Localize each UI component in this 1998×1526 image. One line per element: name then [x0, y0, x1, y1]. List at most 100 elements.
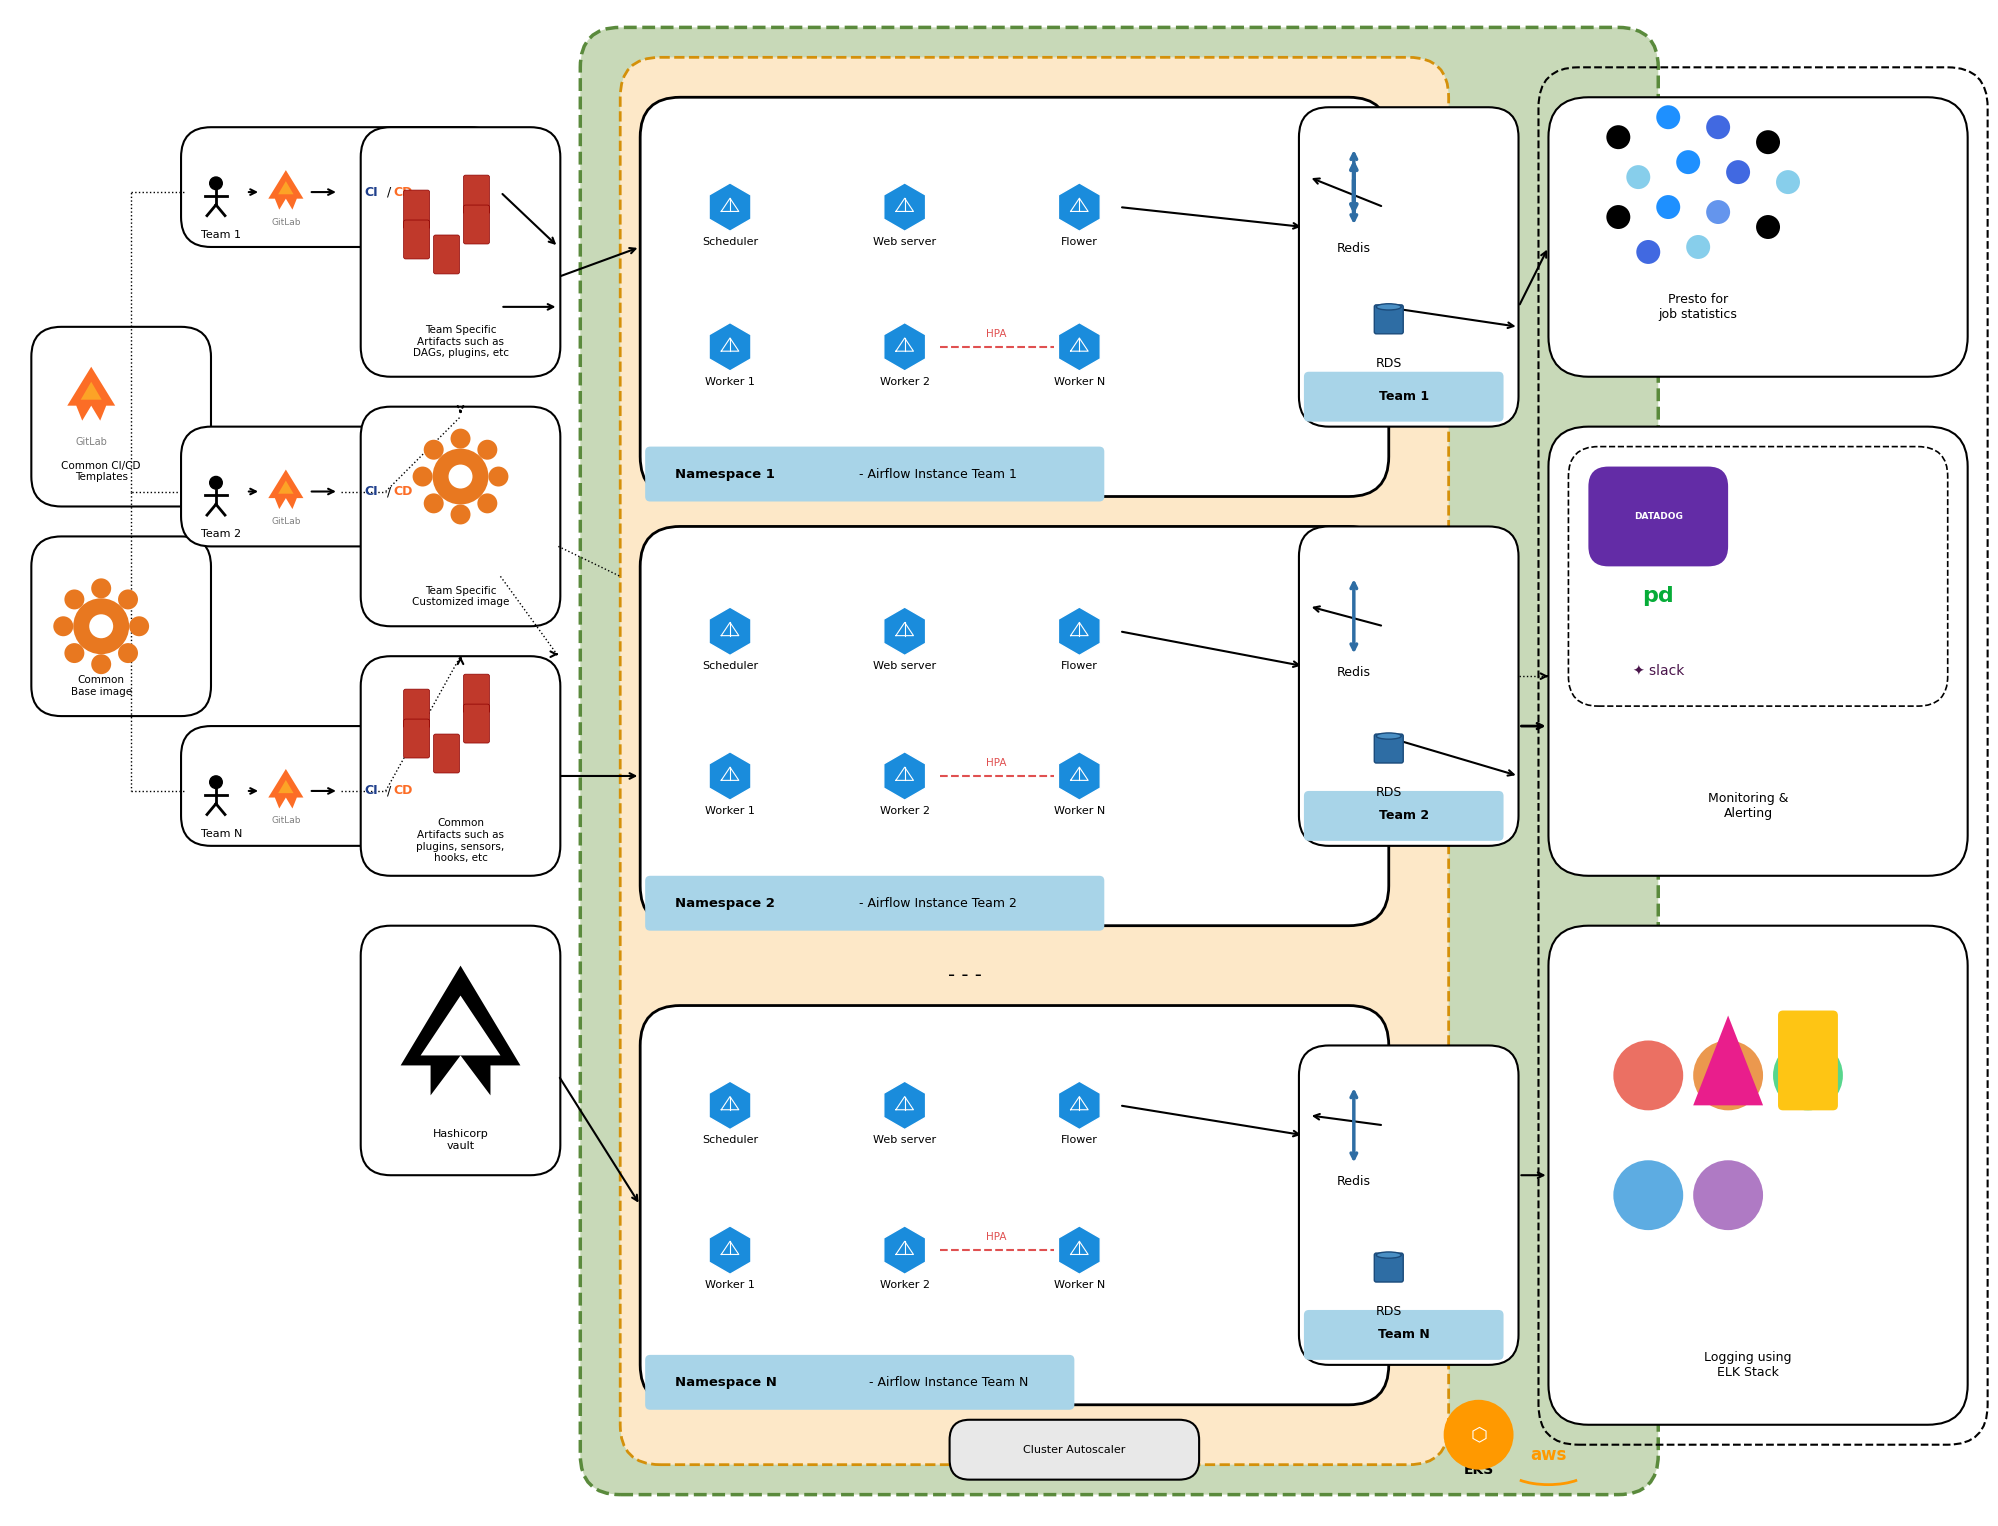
- Text: Redis: Redis: [1337, 667, 1371, 679]
- FancyBboxPatch shape: [1373, 305, 1403, 334]
- Circle shape: [92, 655, 112, 674]
- Ellipse shape: [1375, 304, 1401, 310]
- Circle shape: [1692, 1041, 1762, 1111]
- FancyBboxPatch shape: [949, 1419, 1199, 1480]
- FancyBboxPatch shape: [360, 926, 559, 1175]
- FancyBboxPatch shape: [645, 447, 1103, 502]
- Text: Namespace 2: Namespace 2: [675, 897, 775, 909]
- Text: Flower: Flower: [1061, 237, 1097, 247]
- Text: HPA: HPA: [985, 328, 1007, 339]
- Text: Worker 2: Worker 2: [879, 377, 929, 386]
- Circle shape: [478, 493, 498, 513]
- Text: RDS: RDS: [1375, 357, 1401, 369]
- Text: Redis: Redis: [1337, 243, 1371, 255]
- Circle shape: [74, 598, 130, 655]
- FancyBboxPatch shape: [404, 220, 430, 259]
- FancyBboxPatch shape: [1588, 467, 1726, 566]
- Text: DATADOG: DATADOG: [1632, 511, 1682, 520]
- Text: Scheduler: Scheduler: [701, 661, 757, 671]
- Text: Namespace N: Namespace N: [675, 1376, 777, 1389]
- Circle shape: [1724, 160, 1748, 185]
- Text: Team N: Team N: [202, 829, 242, 839]
- Text: CD: CD: [394, 485, 412, 497]
- Text: CD: CD: [394, 784, 412, 798]
- Circle shape: [1656, 195, 1680, 220]
- Text: - - -: - - -: [947, 966, 981, 986]
- Text: Team 2: Team 2: [202, 530, 242, 539]
- FancyBboxPatch shape: [360, 127, 559, 377]
- Text: Team Specific
Artifacts such as
DAGs, plugins, etc: Team Specific Artifacts such as DAGs, pl…: [412, 325, 507, 359]
- FancyBboxPatch shape: [182, 127, 500, 247]
- Text: Presto for
job statistics: Presto for job statistics: [1658, 293, 1736, 320]
- Text: Team Specific
Customized image: Team Specific Customized image: [412, 586, 509, 607]
- FancyBboxPatch shape: [1303, 372, 1502, 421]
- Polygon shape: [68, 366, 116, 421]
- Circle shape: [424, 493, 444, 513]
- Polygon shape: [278, 780, 294, 794]
- FancyBboxPatch shape: [434, 235, 460, 275]
- Polygon shape: [80, 382, 102, 400]
- FancyBboxPatch shape: [645, 876, 1103, 931]
- Polygon shape: [278, 182, 294, 194]
- Circle shape: [1612, 1160, 1682, 1230]
- FancyBboxPatch shape: [360, 656, 559, 876]
- FancyBboxPatch shape: [1299, 526, 1518, 845]
- Circle shape: [1676, 150, 1700, 174]
- Polygon shape: [1692, 1015, 1762, 1105]
- Circle shape: [1774, 169, 1798, 194]
- Text: /: /: [386, 485, 390, 497]
- FancyBboxPatch shape: [1548, 926, 1966, 1425]
- Circle shape: [1612, 1041, 1682, 1111]
- Text: Scheduler: Scheduler: [701, 1135, 757, 1146]
- Circle shape: [1692, 1160, 1762, 1230]
- Text: HPA: HPA: [985, 1231, 1007, 1242]
- Text: CI: CI: [364, 485, 378, 497]
- Circle shape: [210, 775, 222, 789]
- Circle shape: [424, 439, 444, 459]
- Text: ✦ slack: ✦ slack: [1632, 664, 1682, 678]
- Text: RDS: RDS: [1375, 1305, 1401, 1318]
- Ellipse shape: [1375, 732, 1401, 739]
- FancyBboxPatch shape: [464, 175, 490, 214]
- FancyBboxPatch shape: [639, 526, 1389, 926]
- Text: Worker 2: Worker 2: [879, 1280, 929, 1289]
- Circle shape: [1443, 1399, 1512, 1470]
- Text: aws: aws: [1530, 1445, 1566, 1463]
- FancyBboxPatch shape: [1776, 1010, 1836, 1111]
- FancyBboxPatch shape: [1303, 790, 1502, 841]
- Text: /: /: [386, 784, 390, 798]
- FancyBboxPatch shape: [32, 537, 212, 716]
- Circle shape: [1686, 235, 1710, 259]
- Circle shape: [1606, 125, 1630, 150]
- FancyBboxPatch shape: [434, 734, 460, 774]
- Text: Web server: Web server: [873, 661, 935, 671]
- FancyBboxPatch shape: [639, 98, 1389, 496]
- Text: Namespace 1: Namespace 1: [675, 468, 775, 481]
- Polygon shape: [400, 966, 519, 1096]
- Circle shape: [64, 642, 84, 664]
- Text: GitLab: GitLab: [272, 218, 300, 226]
- Text: CI: CI: [364, 784, 378, 798]
- Text: Team 2: Team 2: [1379, 809, 1429, 823]
- FancyBboxPatch shape: [182, 427, 500, 546]
- Circle shape: [210, 476, 222, 488]
- FancyBboxPatch shape: [639, 1006, 1389, 1405]
- Text: Worker 2: Worker 2: [879, 806, 929, 816]
- Text: Logging using
ELK Stack: Logging using ELK Stack: [1704, 1351, 1790, 1380]
- Text: Worker N: Worker N: [1053, 377, 1105, 386]
- Circle shape: [1606, 204, 1630, 229]
- Text: - Airflow Instance Team 1: - Airflow Instance Team 1: [855, 468, 1017, 481]
- Text: /: /: [386, 186, 390, 198]
- Text: Worker 1: Worker 1: [705, 1280, 755, 1289]
- FancyBboxPatch shape: [1548, 98, 1966, 377]
- Circle shape: [1626, 165, 1650, 189]
- Text: EKS: EKS: [1463, 1462, 1493, 1477]
- Text: Common
Artifacts such as
plugins, sensors,
hooks, etc: Common Artifacts such as plugins, sensor…: [416, 818, 503, 864]
- Polygon shape: [268, 769, 304, 809]
- Polygon shape: [268, 470, 304, 510]
- Circle shape: [118, 642, 138, 664]
- Text: CD: CD: [394, 186, 412, 198]
- Text: Web server: Web server: [873, 237, 935, 247]
- FancyBboxPatch shape: [1373, 734, 1403, 763]
- Circle shape: [64, 589, 84, 609]
